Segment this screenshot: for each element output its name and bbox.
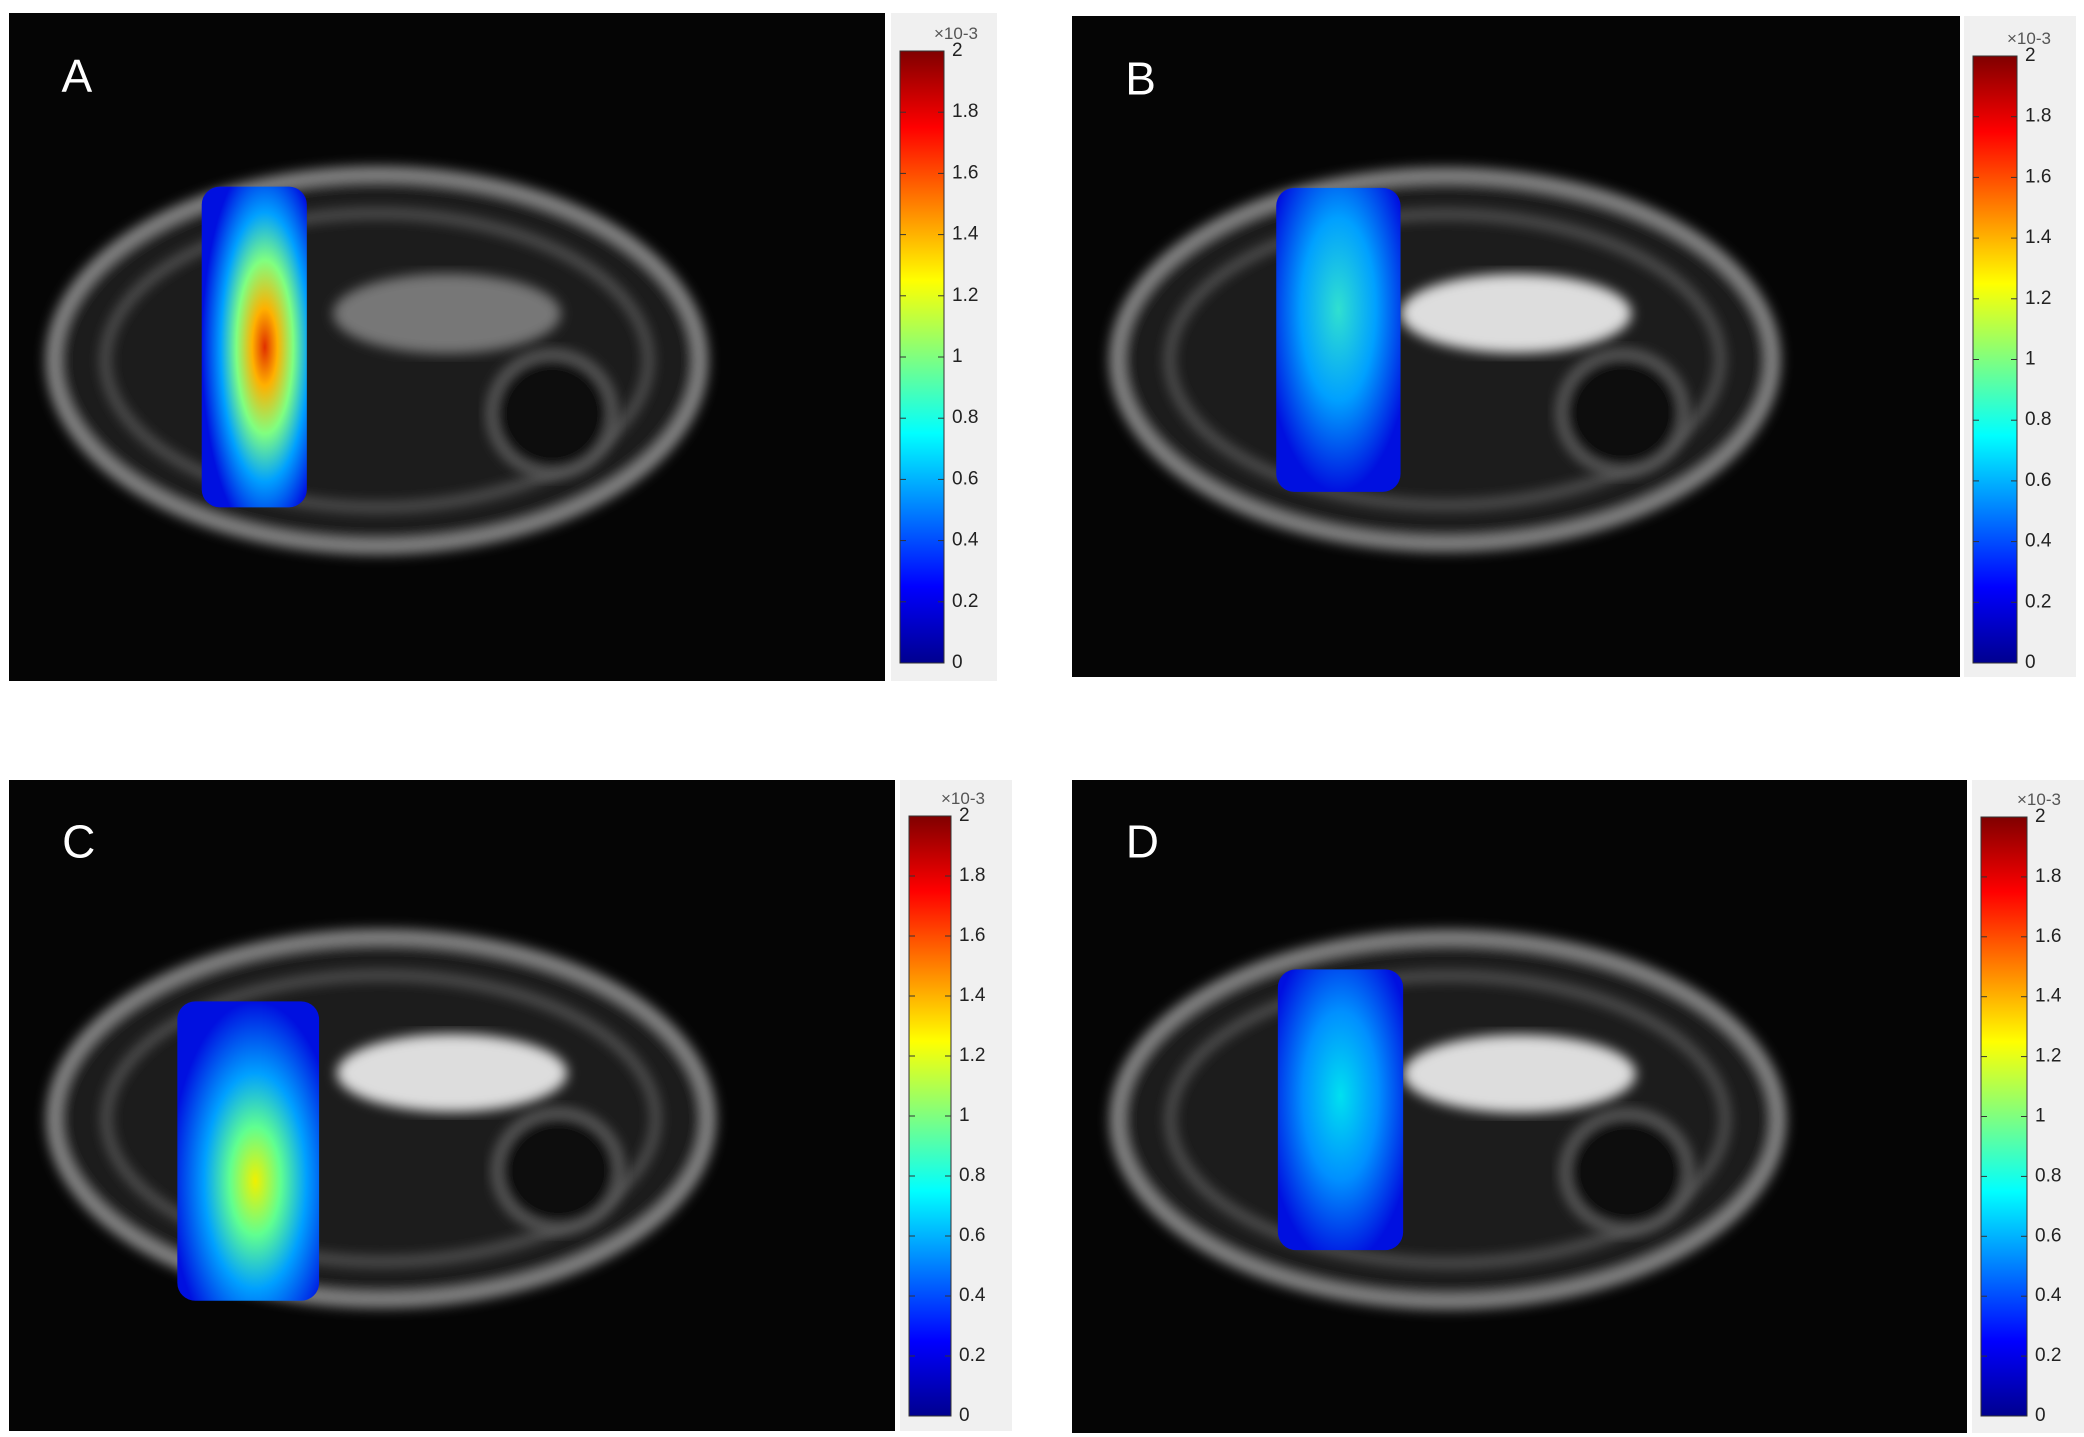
- tick-label: 0.4: [2025, 531, 2052, 552]
- organ: [336, 1033, 568, 1113]
- tick-label: 0: [959, 1405, 970, 1426]
- organ: [1403, 1034, 1636, 1114]
- tick-label: 1: [952, 346, 963, 367]
- tick-label: 1.8: [2035, 866, 2061, 887]
- body-ring: [1165, 970, 1731, 1269]
- organ: [1556, 349, 1689, 477]
- overlay: [201, 186, 307, 508]
- panel-label: D: [1126, 815, 1159, 867]
- organ: [333, 273, 561, 354]
- tick-label: 1.6: [952, 162, 978, 183]
- tick-label: 0.4: [952, 530, 979, 551]
- colorbar-multiplier: ×10-3: [2017, 790, 2061, 809]
- panel: D ×10-3 0 0.2 0.4 0.6 0.8 1 1.2 1.4 1.6 1.8 2: [1072, 780, 2084, 1433]
- tick-label: 1.6: [2035, 926, 2061, 947]
- tick-label: 1.4: [952, 224, 979, 245]
- tick-label: 1.8: [2025, 106, 2051, 127]
- tick-label: 0.8: [959, 1165, 985, 1186]
- body-ring: [101, 970, 661, 1267]
- tick-label: 0.4: [2035, 1285, 2062, 1306]
- body-outline: [46, 929, 716, 1308]
- tick-label: 1.4: [959, 985, 986, 1006]
- tick-label: 1.2: [959, 1045, 985, 1066]
- tick-label: 1.4: [2035, 986, 2062, 1007]
- tick-label: 0: [952, 652, 963, 673]
- panel: A ×10-3 0 0.2 0.4 0.6 0.8 1 1.2 1.4 1.6 1.8 2: [9, 13, 997, 681]
- organ: [486, 349, 618, 478]
- body-outline: [1109, 929, 1787, 1310]
- colorbar: [899, 50, 945, 664]
- tick-label: 0.2: [2035, 1345, 2061, 1366]
- tick-label: 1.2: [2035, 1046, 2061, 1067]
- tick-label: 1: [2025, 349, 2036, 370]
- overlay: [1277, 969, 1404, 1251]
- tick-label: 1: [959, 1105, 970, 1126]
- overlay: [1276, 187, 1401, 492]
- tick-label: 0.2: [959, 1345, 985, 1366]
- tick-label: 0.6: [2035, 1225, 2061, 1246]
- tick-label: 0.2: [2025, 591, 2051, 612]
- tick-label: 2: [2035, 806, 2046, 827]
- tick-label: 0.8: [952, 407, 978, 428]
- colorbar: [1972, 55, 2018, 664]
- tick-label: 1.2: [952, 285, 978, 306]
- body-outline: [45, 166, 709, 555]
- tick-label: 0.8: [2025, 409, 2051, 430]
- body-ring: [1164, 209, 1726, 511]
- tick-label: 0.6: [952, 468, 978, 489]
- tick-label: 2: [952, 40, 963, 61]
- overlay: [177, 1001, 320, 1301]
- panel-label: C: [62, 815, 95, 867]
- colorbar: [1980, 816, 2028, 1417]
- tick-label: 1.8: [952, 101, 978, 122]
- tick-label: 2: [959, 805, 970, 826]
- tick-label: 1.6: [959, 925, 985, 946]
- panel-label: B: [1125, 52, 1156, 104]
- tick-label: 0: [2035, 1405, 2046, 1426]
- tick-label: 1.6: [2025, 166, 2051, 187]
- tick-label: 0.8: [2035, 1165, 2061, 1186]
- body-outline: [1109, 167, 1781, 552]
- organ: [1560, 1109, 1694, 1235]
- tick-label: 0.2: [952, 591, 978, 612]
- tick-label: 1.4: [2025, 227, 2052, 248]
- tick-label: 0.4: [959, 1285, 986, 1306]
- tick-label: 0.6: [2025, 470, 2051, 491]
- organ: [492, 1108, 625, 1234]
- panel: B ×10-3 0 0.2 0.4 0.6 0.8 1 1.2 1.4 1.6 1.8 2: [1072, 16, 2076, 677]
- panel-label: A: [62, 50, 93, 102]
- body-ring: [100, 208, 654, 513]
- panel: C ×10-3 0 0.2 0.4 0.6 0.8 1 1.2 1.4 1.6 1.8 2: [9, 780, 1012, 1431]
- colorbar-multiplier: ×10-3: [934, 24, 978, 43]
- tick-label: 2: [2025, 45, 2036, 66]
- colorbar-multiplier: ×10-3: [941, 789, 985, 808]
- tick-label: 0.6: [959, 1225, 985, 1246]
- tick-label: 1.8: [959, 865, 985, 886]
- organ: [1400, 273, 1632, 354]
- tick-label: 0: [2025, 652, 2036, 673]
- tick-label: 1.2: [2025, 288, 2051, 309]
- tick-label: 1: [2035, 1106, 2046, 1127]
- colorbar: [908, 815, 952, 1417]
- colorbar-multiplier: ×10-3: [2007, 29, 2051, 48]
